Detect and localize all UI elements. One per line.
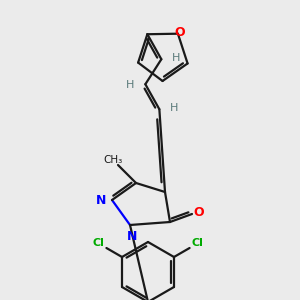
Text: N: N — [127, 230, 137, 243]
Text: CH₃: CH₃ — [103, 155, 123, 165]
Text: H: H — [126, 80, 134, 90]
Text: Cl: Cl — [93, 238, 105, 248]
Text: N: N — [96, 194, 106, 206]
Text: H: H — [170, 103, 179, 113]
Text: O: O — [175, 26, 185, 39]
Text: Cl: Cl — [191, 238, 203, 248]
Text: H: H — [172, 53, 181, 63]
Text: O: O — [194, 206, 204, 220]
